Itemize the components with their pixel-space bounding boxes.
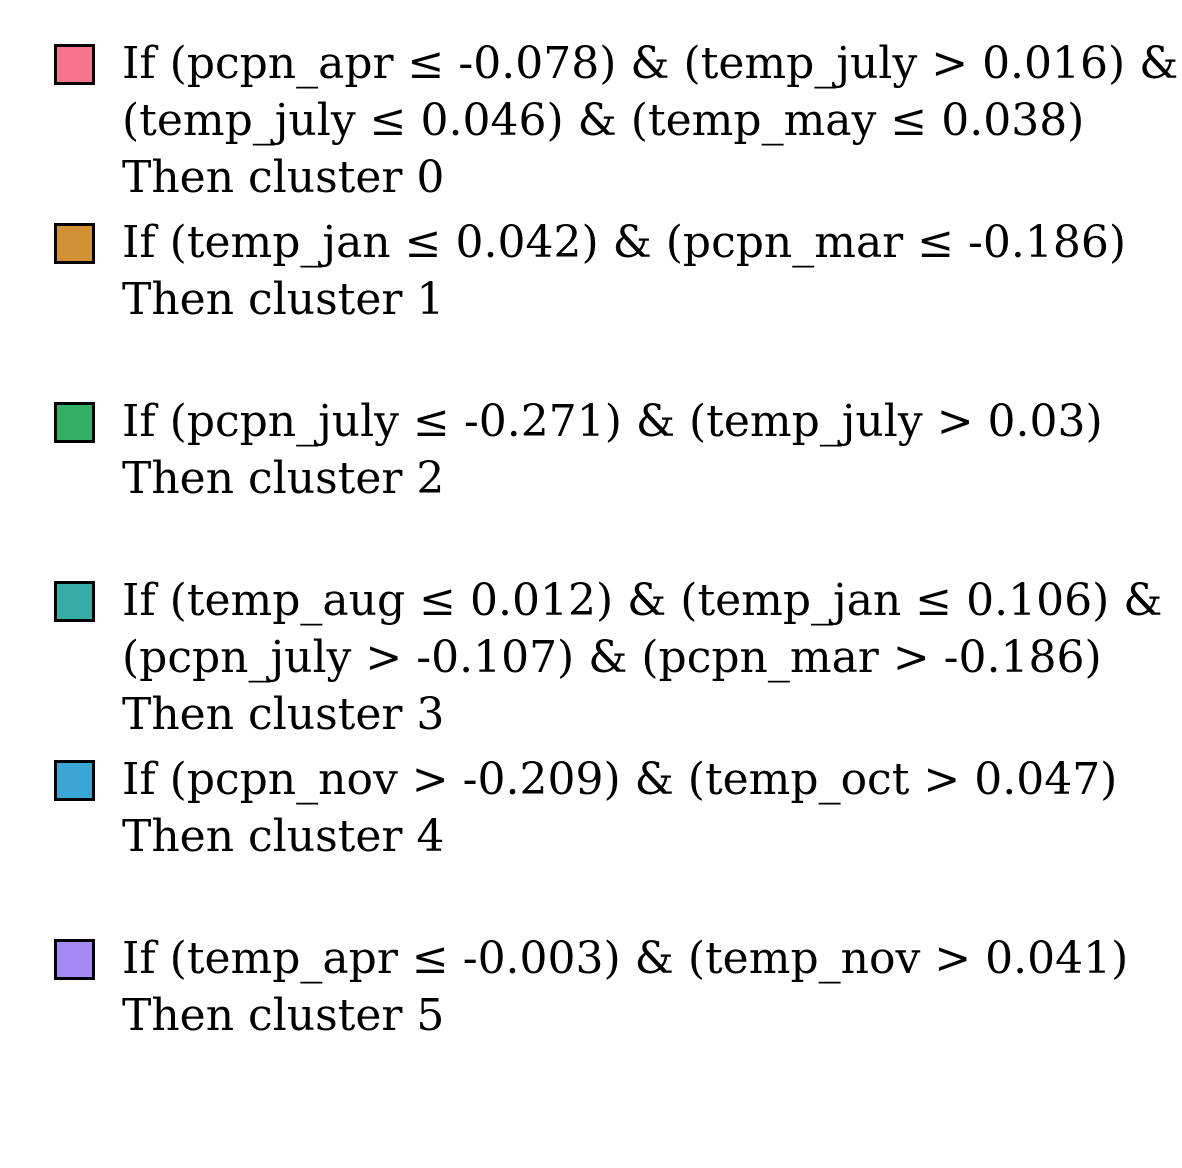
rule-condition-line-1: If (pcpn_nov > -0.209) & (temp_oct > 0.0… bbox=[122, 754, 1117, 806]
rule-conclusion: Then cluster 2 bbox=[122, 453, 444, 505]
rule-conclusion: Then cluster 5 bbox=[122, 990, 444, 1042]
rule-condition-line-1: If (temp_apr ≤ -0.003) & (temp_nov > 0.0… bbox=[122, 933, 1128, 985]
cluster-0-color-swatch bbox=[54, 44, 95, 85]
rule-conclusion: Then cluster 1 bbox=[122, 274, 444, 326]
rule-conclusion: Then cluster 3 bbox=[122, 689, 444, 741]
rule-conclusion: Then cluster 0 bbox=[122, 152, 444, 204]
rule-condition-line-2: (temp_july ≤ 0.046) & (temp_may ≤ 0.038) bbox=[122, 95, 1084, 147]
cluster-2-color-swatch bbox=[54, 402, 95, 443]
cluster-5-color-swatch bbox=[54, 939, 95, 980]
rule-condition-line-1: If (temp_jan ≤ 0.042) & (pcpn_mar ≤ -0.1… bbox=[122, 217, 1126, 269]
rule-condition-line-1: If (pcpn_july ≤ -0.271) & (temp_july > 0… bbox=[122, 396, 1103, 448]
rule-condition-line-1: If (temp_aug ≤ 0.012) & (temp_jan ≤ 0.10… bbox=[122, 575, 1162, 627]
rule-condition-line-1: If (pcpn_apr ≤ -0.078) & (temp_july > 0.… bbox=[122, 38, 1178, 90]
rule-condition-line-2: (pcpn_july > -0.107) & (pcpn_mar > -0.18… bbox=[122, 632, 1102, 684]
cluster-1-color-swatch bbox=[54, 223, 95, 264]
cluster-3-color-swatch bbox=[54, 581, 95, 622]
cluster-4-color-swatch bbox=[54, 760, 95, 801]
rule-conclusion: Then cluster 4 bbox=[122, 811, 444, 863]
